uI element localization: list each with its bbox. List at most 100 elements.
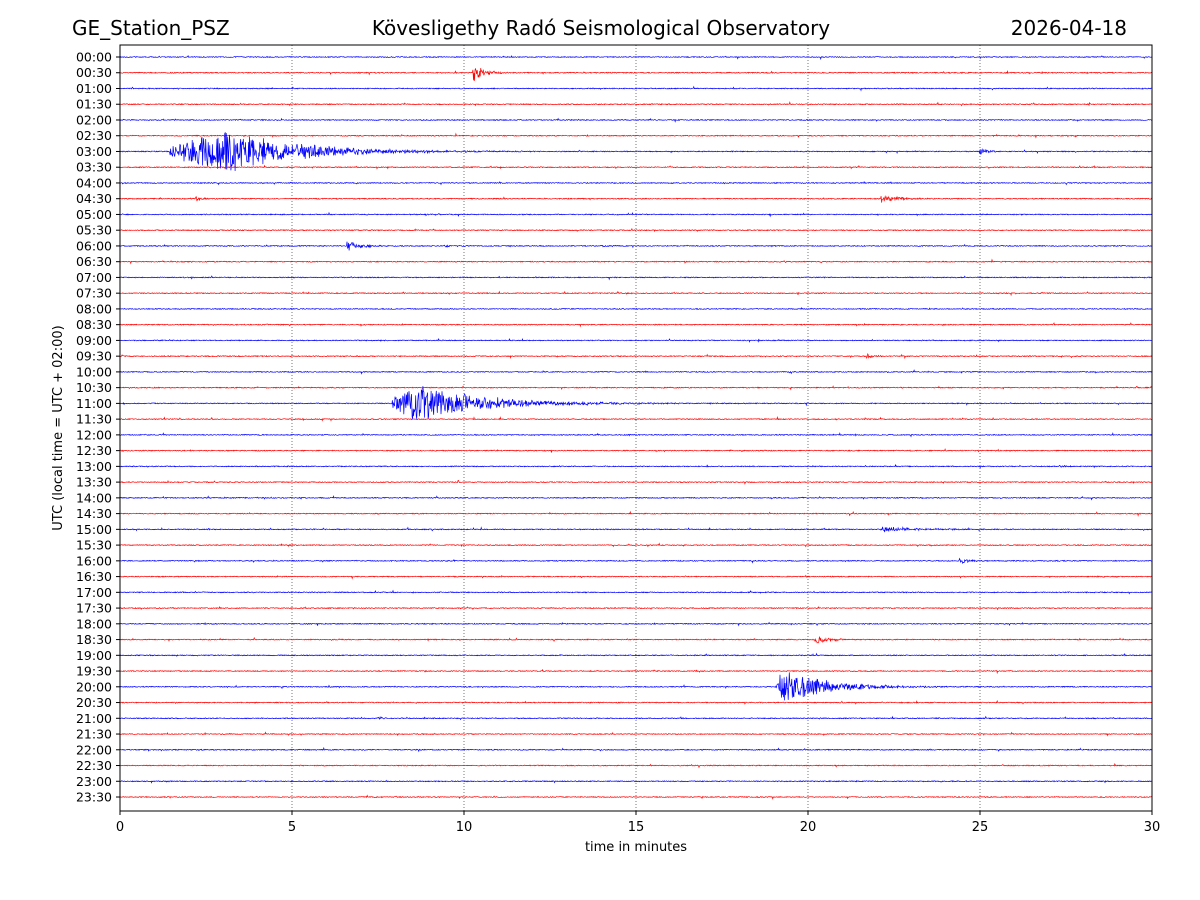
y-tick-label: 23:30 <box>76 790 112 805</box>
trace-1700 <box>119 589 1153 595</box>
y-tick-label: 10:30 <box>76 380 112 395</box>
x-axis-label: time in minutes <box>585 840 687 855</box>
trace-2100 <box>120 715 1153 721</box>
y-tick-label: 19:30 <box>76 664 112 679</box>
y-tick-label: 15:00 <box>76 522 112 537</box>
date-title: 2026-04-18 <box>1011 16 1127 40</box>
trace-2330 <box>119 794 1153 800</box>
y-tick-label: 19:00 <box>76 648 112 663</box>
x-tick-label: 25 <box>972 820 989 835</box>
y-tick-label: 00:30 <box>76 65 112 80</box>
trace-2030 <box>119 699 1153 705</box>
x-tick-label: 15 <box>628 820 645 835</box>
x-tick-label: 5 <box>288 820 296 835</box>
y-tick-label: 06:30 <box>76 254 112 269</box>
y-tick-label: 22:00 <box>76 742 112 757</box>
y-tick-label: 01:00 <box>76 81 112 96</box>
trace-1100 <box>119 386 1153 419</box>
trace-2200 <box>119 746 1152 753</box>
trace-0900 <box>119 337 1153 343</box>
x-tick-label: 20 <box>800 820 817 835</box>
y-tick-label: 09:00 <box>76 333 112 348</box>
trace-1530 <box>119 542 1153 548</box>
trace-0500 <box>119 211 1152 218</box>
trace-0130 <box>119 101 1153 107</box>
y-tick-label: 09:30 <box>76 349 112 364</box>
trace-1430 <box>119 510 1153 517</box>
x-tick-label: 10 <box>456 820 473 835</box>
y-tick-label: 07:30 <box>76 286 112 301</box>
trace-0000 <box>119 55 1153 61</box>
x-tick-label: 30 <box>1144 820 1161 835</box>
trace-1300 <box>119 463 1153 469</box>
trace-0730 <box>119 290 1153 297</box>
trace-1500 <box>119 526 1153 533</box>
trace-0600 <box>119 241 1153 251</box>
y-tick-label: 20:00 <box>76 679 112 694</box>
y-tick-label: 17:30 <box>76 601 112 616</box>
y-tick-label: 02:30 <box>76 128 112 143</box>
y-tick-label: 07:00 <box>76 270 112 285</box>
trace-1200 <box>119 432 1153 438</box>
trace-1730 <box>119 606 1153 611</box>
y-tick-label: 18:30 <box>76 632 112 647</box>
y-tick-label: 13:30 <box>76 475 112 490</box>
trace-1000 <box>119 369 1153 375</box>
trace-2300 <box>119 779 1153 784</box>
observatory-title: Kövesligethy Radó Seismological Observat… <box>372 16 830 40</box>
y-tick-label: 02:00 <box>76 112 112 127</box>
y-tick-label: 03:00 <box>76 144 112 159</box>
trace-0930 <box>119 353 1153 360</box>
y-ticks: 00:0000:3001:0001:3002:0002:3003:0003:30… <box>76 50 120 805</box>
trace-0830 <box>119 322 1153 328</box>
trace-0300 <box>119 132 1153 172</box>
y-tick-label: 01:30 <box>76 97 112 112</box>
y-tick-label: 04:00 <box>76 175 112 190</box>
trace-0200 <box>119 117 1153 123</box>
y-tick-label: 13:00 <box>76 459 112 474</box>
trace-2000 <box>119 672 1153 701</box>
trace-1030 <box>119 385 1152 391</box>
y-tick-label: 10:00 <box>76 364 112 379</box>
trace-1400 <box>119 495 1153 501</box>
trace-1900 <box>119 652 1153 657</box>
x-tick-label: 0 <box>116 820 124 835</box>
y-tick-label: 12:00 <box>76 427 112 442</box>
y-tick-label: 05:30 <box>76 223 112 238</box>
trace-1930 <box>119 668 1153 675</box>
trace-0230 <box>119 132 1153 139</box>
y-tick-label: 17:00 <box>76 585 112 600</box>
y-tick-label: 23:00 <box>76 774 112 789</box>
traces <box>119 55 1153 800</box>
y-tick-label: 21:00 <box>76 711 112 726</box>
y-tick-label: 18:00 <box>76 616 112 631</box>
y-tick-label: 16:00 <box>76 553 112 568</box>
trace-1230 <box>119 448 1153 453</box>
grid-lines <box>291 45 981 811</box>
trace-2230 <box>119 762 1152 769</box>
trace-1330 <box>119 479 1153 485</box>
x-ticks: 0 5 10 15 20 25 30 <box>116 811 1160 835</box>
y-tick-label: 08:00 <box>76 301 112 316</box>
trace-0430 <box>119 195 1153 203</box>
y-tick-label: 05:00 <box>76 207 112 222</box>
y-tick-label: 00:00 <box>76 50 112 65</box>
trace-1830 <box>119 636 1153 644</box>
y-tick-label: 14:00 <box>76 490 112 505</box>
trace-0330 <box>119 164 1152 170</box>
trace-0630 <box>119 258 1153 265</box>
trace-0100 <box>119 85 1153 92</box>
y-tick-label: 20:30 <box>76 695 112 710</box>
trace-0030 <box>119 68 1153 81</box>
y-tick-label: 04:30 <box>76 191 112 206</box>
y-tick-label: 14:30 <box>76 506 112 521</box>
y-tick-label: 16:30 <box>76 569 112 584</box>
y-tick-label: 06:00 <box>76 238 112 253</box>
trace-0530 <box>119 227 1153 233</box>
y-axis-label: UTC (local time = UTC + 02:00) <box>51 325 66 530</box>
trace-0800 <box>120 306 1153 311</box>
trace-1800 <box>119 621 1152 627</box>
trace-2130 <box>119 731 1153 737</box>
y-tick-label: 15:30 <box>76 538 112 553</box>
y-tick-label: 08:30 <box>76 317 112 332</box>
